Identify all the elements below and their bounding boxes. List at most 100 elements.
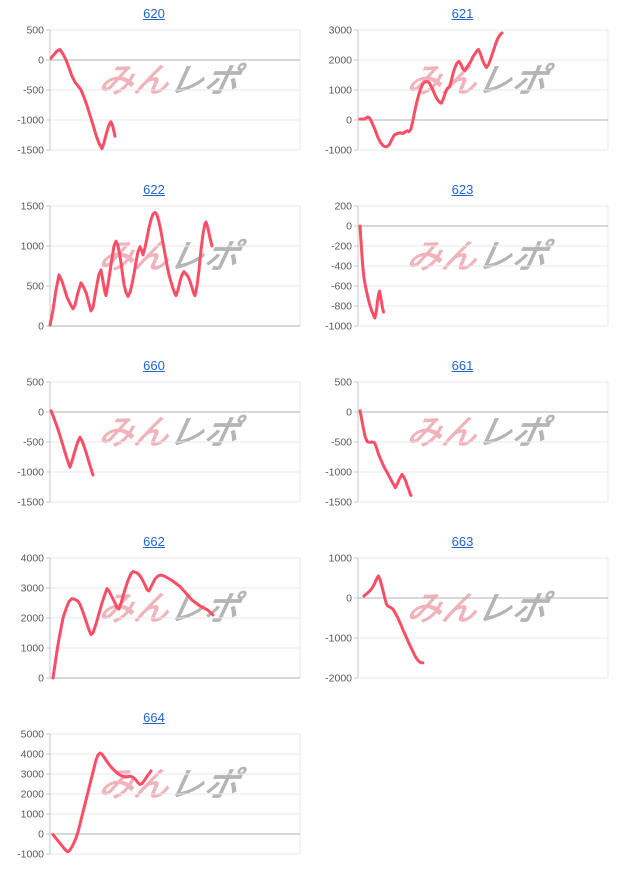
y-tick-label: 500 — [26, 377, 44, 389]
y-tick-label: 1000 — [329, 553, 353, 565]
chart-area: みんレポ 5000 4000 3000 2000 1000 0 -1000 — [0, 728, 308, 860]
y-tick-label: 3000 — [21, 583, 45, 595]
chart-area: みんレポ 500 0 -500 -1000 -1500 — [0, 24, 308, 156]
y-tick-label: 0 — [346, 221, 352, 233]
chart-title: 622 — [0, 176, 308, 200]
line-chart-svg: 5000 4000 3000 2000 1000 0 -1000 — [17, 729, 301, 861]
y-tick-label: 1000 — [21, 241, 45, 253]
y-tick-label: 1000 — [329, 85, 353, 97]
y-tick-label: 3000 — [21, 769, 45, 781]
chart-block-663: 663 みんレポ 1000 0 -1000 -2000 — [308, 528, 617, 704]
y-tick-label: 2000 — [329, 55, 353, 67]
y-tick-label: -600 — [331, 281, 352, 293]
y-tick-label: 0 — [38, 321, 44, 333]
y-tick-label: 0 — [346, 115, 352, 127]
chart-title: 623 — [308, 176, 617, 200]
chart-link-622[interactable]: 622 — [143, 182, 165, 197]
chart-title: 663 — [308, 528, 617, 552]
y-tick-label: -500 — [23, 437, 44, 449]
chart-link-623[interactable]: 623 — [451, 182, 474, 197]
y-tick-label: 0 — [346, 407, 352, 419]
chart-area: みんレポ 1000 0 -1000 -2000 — [308, 552, 616, 684]
data-line-620 — [49, 48, 117, 151]
data-line-622 — [48, 210, 214, 327]
chart-block-662: 662 みんレポ 4000 3000 2000 1000 0 — [0, 528, 308, 704]
y-tick-label: -1000 — [17, 115, 44, 127]
chart-title: 620 — [0, 0, 308, 24]
data-line-621 — [358, 31, 504, 149]
data-line-660 — [49, 409, 95, 477]
y-tick-label: -1500 — [325, 497, 352, 509]
y-tick-label: -1000 — [325, 633, 352, 645]
y-tick-label: 0 — [38, 829, 44, 841]
y-tick-label: 2000 — [21, 789, 45, 801]
data-line-662 — [51, 570, 215, 680]
chart-link-663[interactable]: 663 — [451, 534, 474, 549]
y-tick-label: 1000 — [21, 809, 45, 821]
line-chart-svg: 1000 0 -1000 -2000 — [325, 553, 609, 685]
y-tick-label: 0 — [38, 55, 44, 67]
y-tick-label: -200 — [331, 241, 352, 253]
y-tick-label: 1500 — [21, 201, 45, 213]
y-tick-label: -1000 — [17, 849, 44, 861]
y-tick-label: 500 — [334, 377, 352, 389]
line-chart-svg: 1500 1000 500 0 — [21, 201, 301, 333]
plot-border — [49, 205, 301, 327]
y-tick-label: -800 — [331, 301, 352, 313]
line-chart-svg: 3000 2000 1000 0 -1000 — [325, 25, 609, 157]
y-tick-label: -1000 — [325, 321, 352, 333]
y-tick-label: -2000 — [325, 673, 352, 685]
chart-link-660[interactable]: 660 — [143, 358, 165, 373]
chart-link-621[interactable]: 621 — [451, 6, 474, 21]
chart-title: 661 — [308, 352, 617, 376]
y-tick-label: 200 — [334, 201, 352, 213]
line-chart-svg: 500 0 -500 -1000 -1500 — [17, 25, 301, 157]
chart-block-621: 621 みんレポ 3000 2000 1000 0 -1000 — [308, 0, 617, 176]
line-chart-svg: 200 0 -200 -400 -600 -800 -1000 — [325, 201, 609, 333]
y-tick-label: 5000 — [21, 729, 45, 741]
chart-link-661[interactable]: 661 — [451, 358, 474, 373]
y-tick-label: 3000 — [329, 25, 353, 37]
y-tick-label: 2000 — [21, 613, 45, 625]
y-tick-label: 4000 — [21, 553, 45, 565]
chart-area: みんレポ 500 0 -500 -1000 -1500 — [0, 376, 308, 508]
line-chart-svg: 500 0 -500 -1000 -1500 — [325, 377, 609, 509]
chart-area: みんレポ 500 0 -500 -1000 -1500 — [308, 376, 616, 508]
chart-title: 664 — [0, 704, 308, 728]
chart-title: 662 — [0, 528, 308, 552]
chart-link-620[interactable]: 620 — [143, 6, 165, 21]
y-tick-label: -1000 — [17, 467, 44, 479]
chart-area: みんレポ 4000 3000 2000 1000 0 — [0, 552, 308, 684]
chart-area: みんレポ 200 0 -200 -400 -600 -800 -1000 — [308, 200, 616, 332]
y-tick-label: 500 — [26, 281, 44, 293]
y-tick-label: -400 — [331, 261, 352, 273]
line-chart-svg: 500 0 -500 -1000 -1500 — [17, 377, 301, 509]
chart-block-661: 661 みんレポ 500 0 -500 -1000 -1500 — [308, 352, 617, 528]
chart-title: 621 — [308, 0, 617, 24]
y-tick-label: 1000 — [21, 643, 45, 655]
chart-block-620: 620 みんレポ 500 0 -500 -1000 -1500 — [0, 0, 308, 176]
data-line-661 — [358, 409, 413, 497]
chart-link-664[interactable]: 664 — [143, 710, 165, 725]
chart-block-623: 623 みんレポ 200 0 -200 -400 -600 -800 -1000 — [308, 176, 617, 352]
y-tick-label: -500 — [331, 437, 352, 449]
chart-title: 660 — [0, 352, 308, 376]
y-tick-label: 0 — [346, 593, 352, 605]
data-line-623 — [358, 224, 385, 320]
chart-block-664: 664 みんレポ 5000 4000 3000 2000 1000 0 -1000 — [0, 704, 308, 880]
y-tick-label: 4000 — [21, 749, 45, 761]
data-line-664 — [51, 751, 153, 854]
y-tick-label: 500 — [26, 25, 44, 37]
y-tick-label: -1000 — [325, 467, 352, 479]
y-tick-label: -1000 — [325, 145, 352, 157]
y-tick-label: -500 — [23, 85, 44, 97]
y-tick-label: -1500 — [17, 497, 44, 509]
chart-block-622: 622 みんレポ 1500 1000 500 0 — [0, 176, 308, 352]
data-line-663 — [362, 574, 425, 665]
y-tick-label: -1500 — [17, 145, 44, 157]
y-tick-label: 0 — [38, 407, 44, 419]
plot-border — [357, 557, 609, 679]
line-chart-svg: 4000 3000 2000 1000 0 — [21, 553, 301, 684]
chart-link-662[interactable]: 662 — [143, 534, 165, 549]
